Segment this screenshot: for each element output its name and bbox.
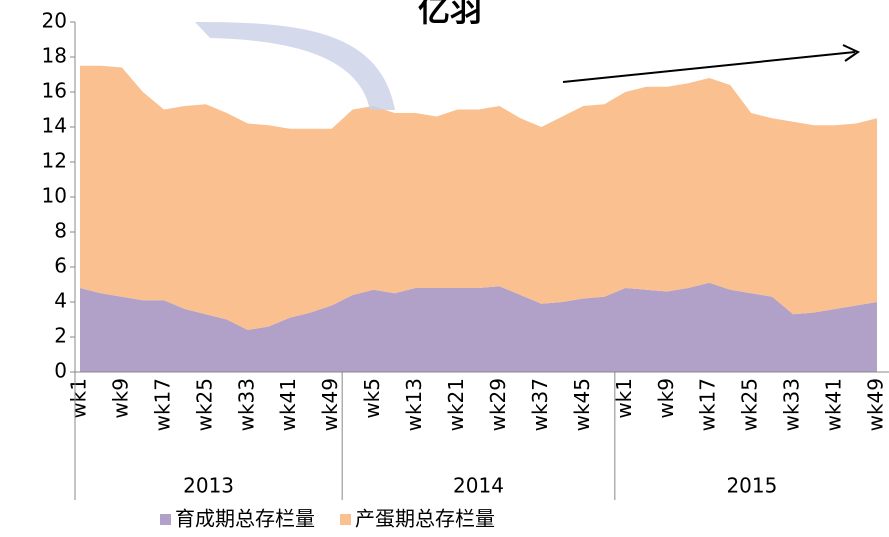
chart-title: 亿羽 xyxy=(418,0,482,29)
y-tick-label: 4 xyxy=(54,289,67,313)
year-label: 2015 xyxy=(726,474,777,498)
x-tick-label: wk17 xyxy=(696,378,720,431)
x-tick-label: wk1 xyxy=(612,378,636,419)
x-tick-label: wk25 xyxy=(738,378,762,431)
x-tick-label: wk9 xyxy=(108,378,132,419)
y-tick-label: 14 xyxy=(42,114,67,138)
x-tick-label: wk5 xyxy=(360,378,384,419)
x-tick-label: wk25 xyxy=(192,378,216,431)
legend-swatch xyxy=(160,514,171,525)
y-tick-label: 12 xyxy=(42,149,67,173)
y-tick-label: 16 xyxy=(42,79,67,103)
plot-area xyxy=(75,22,877,372)
x-tick-label: wk41 xyxy=(276,378,300,431)
y-tick-label: 2 xyxy=(54,324,67,348)
x-tick-label: wk29 xyxy=(486,378,510,431)
x-tick-label: wk45 xyxy=(570,378,594,431)
decoration xyxy=(195,22,395,110)
x-tick-label: wk9 xyxy=(654,378,678,419)
x-tick-label: wk41 xyxy=(822,378,846,431)
x-tick-label: wk33 xyxy=(780,378,804,431)
x-tick-label: wk49 xyxy=(318,378,342,431)
legend-label: 产蛋期总存栏量 xyxy=(355,507,495,531)
y-tick-label: 20 xyxy=(42,9,67,33)
legend-label: 育成期总存栏量 xyxy=(175,507,315,531)
y-tick-label: 6 xyxy=(54,254,67,278)
trend-arrow xyxy=(563,52,855,82)
legend-swatch xyxy=(340,514,351,525)
x-tick-label: wk13 xyxy=(402,378,426,431)
y-tick-label: 10 xyxy=(42,184,67,208)
year-label: 2014 xyxy=(453,474,504,498)
x-tick-label: wk49 xyxy=(864,378,888,431)
y-tick-label: 18 xyxy=(42,44,67,68)
chart: 亿羽 0 2 4 6 8 10 12 14 16 18 20 wk1 wk9 wk17 wk25 wk33 wk… xyxy=(0,0,889,537)
year-label: 2013 xyxy=(183,474,234,498)
page: {"chart_data": {"type": "stacked-area", … xyxy=(0,0,889,537)
x-tick-label: wk1 xyxy=(67,378,91,419)
y-tick-label: 0 xyxy=(54,359,67,383)
x-tick-label: wk17 xyxy=(150,378,174,431)
x-tick-label: wk37 xyxy=(528,378,552,431)
x-tick-label: wk21 xyxy=(444,378,468,431)
x-tick-label: wk33 xyxy=(234,378,258,431)
y-tick-label: 8 xyxy=(54,219,67,243)
